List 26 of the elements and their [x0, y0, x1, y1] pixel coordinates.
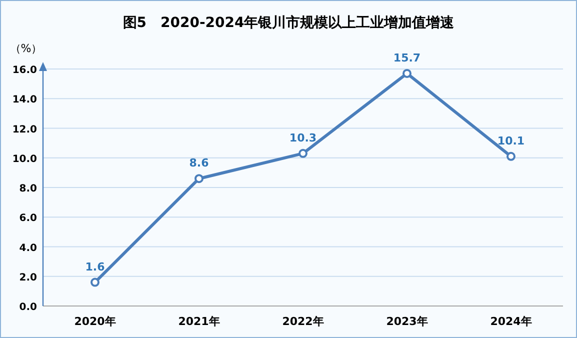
data-label: 15.7 — [393, 51, 421, 64]
data-label: 10.1 — [497, 134, 525, 148]
y-tick-label: 2.0 — [19, 272, 38, 284]
y-tick-label: 6.0 — [19, 213, 38, 224]
y-tick-label: 0.0 — [19, 302, 38, 313]
y-tick-label: 14.0 — [12, 94, 38, 106]
y-tick-label: 12.0 — [12, 124, 38, 136]
y-tick-label: 16.0 — [12, 65, 38, 76]
y-tick-label: 10.0 — [12, 154, 38, 165]
point — [298, 148, 308, 158]
y-tick-label: 4.0 — [19, 242, 38, 254]
x-tick-label: 2024年 — [490, 315, 532, 328]
point — [90, 278, 100, 287]
point — [402, 68, 412, 78]
x-tick-label: 2022年 — [282, 315, 324, 328]
data-label: 8.6 — [189, 156, 210, 170]
data-label: 10.3 — [289, 131, 317, 144]
chart-title: 图5 2020-2024年银川市规模以上工业增加值增速 — [122, 14, 456, 31]
x-tick-label: 2020年 — [74, 315, 116, 328]
y-tick-label: 8.0 — [19, 184, 38, 194]
y-axis-title: （%） — [10, 42, 42, 55]
point — [506, 152, 516, 161]
point — [194, 174, 204, 184]
x-tick-label: 2021年 — [178, 315, 220, 328]
data-label: 1.6 — [85, 260, 106, 274]
x-tick-label: 2023年 — [386, 315, 428, 328]
